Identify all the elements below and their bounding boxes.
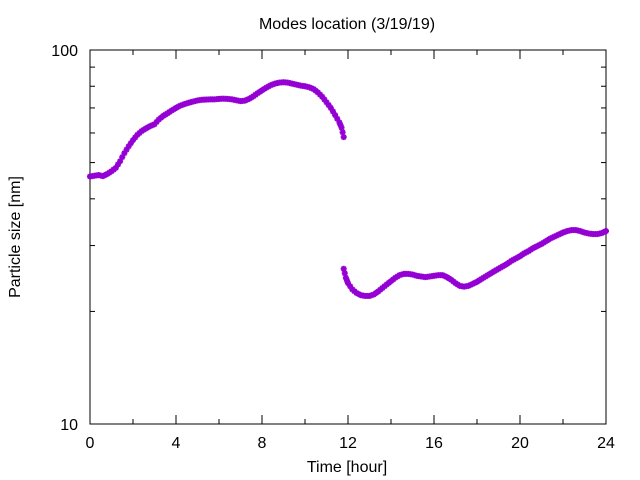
x-tick-labels: 0 4 8 12 16 20 24 (86, 435, 615, 452)
data-point (603, 228, 609, 235)
x-tick-label: 16 (425, 435, 443, 452)
data-point (338, 124, 345, 131)
x-tick-label: 24 (597, 435, 615, 452)
x-tick-label: 8 (258, 435, 267, 452)
x-tick-label: 0 (86, 435, 95, 452)
data-point (341, 270, 348, 277)
y-tick-label: 10 (60, 417, 78, 434)
y-tick-labels: 10 100 (51, 43, 78, 434)
data-point (340, 265, 347, 272)
y-tick-label: 100 (51, 43, 78, 60)
x-axis-label: Time [hour] (307, 459, 387, 476)
data-points (87, 79, 609, 299)
tick-marks (89, 49, 607, 425)
x-tick-label: 4 (172, 435, 181, 452)
x-tick-label: 20 (511, 435, 529, 452)
data-point (339, 129, 346, 136)
y-axis-label: Particle size [nm] (7, 176, 24, 298)
data-point (340, 134, 347, 141)
chart-title: Modes location (3/19/19) (259, 16, 435, 33)
plot-frame (89, 49, 607, 425)
x-tick-label: 12 (339, 435, 357, 452)
